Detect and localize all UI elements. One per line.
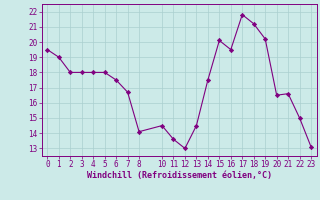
X-axis label: Windchill (Refroidissement éolien,°C): Windchill (Refroidissement éolien,°C) (87, 171, 272, 180)
